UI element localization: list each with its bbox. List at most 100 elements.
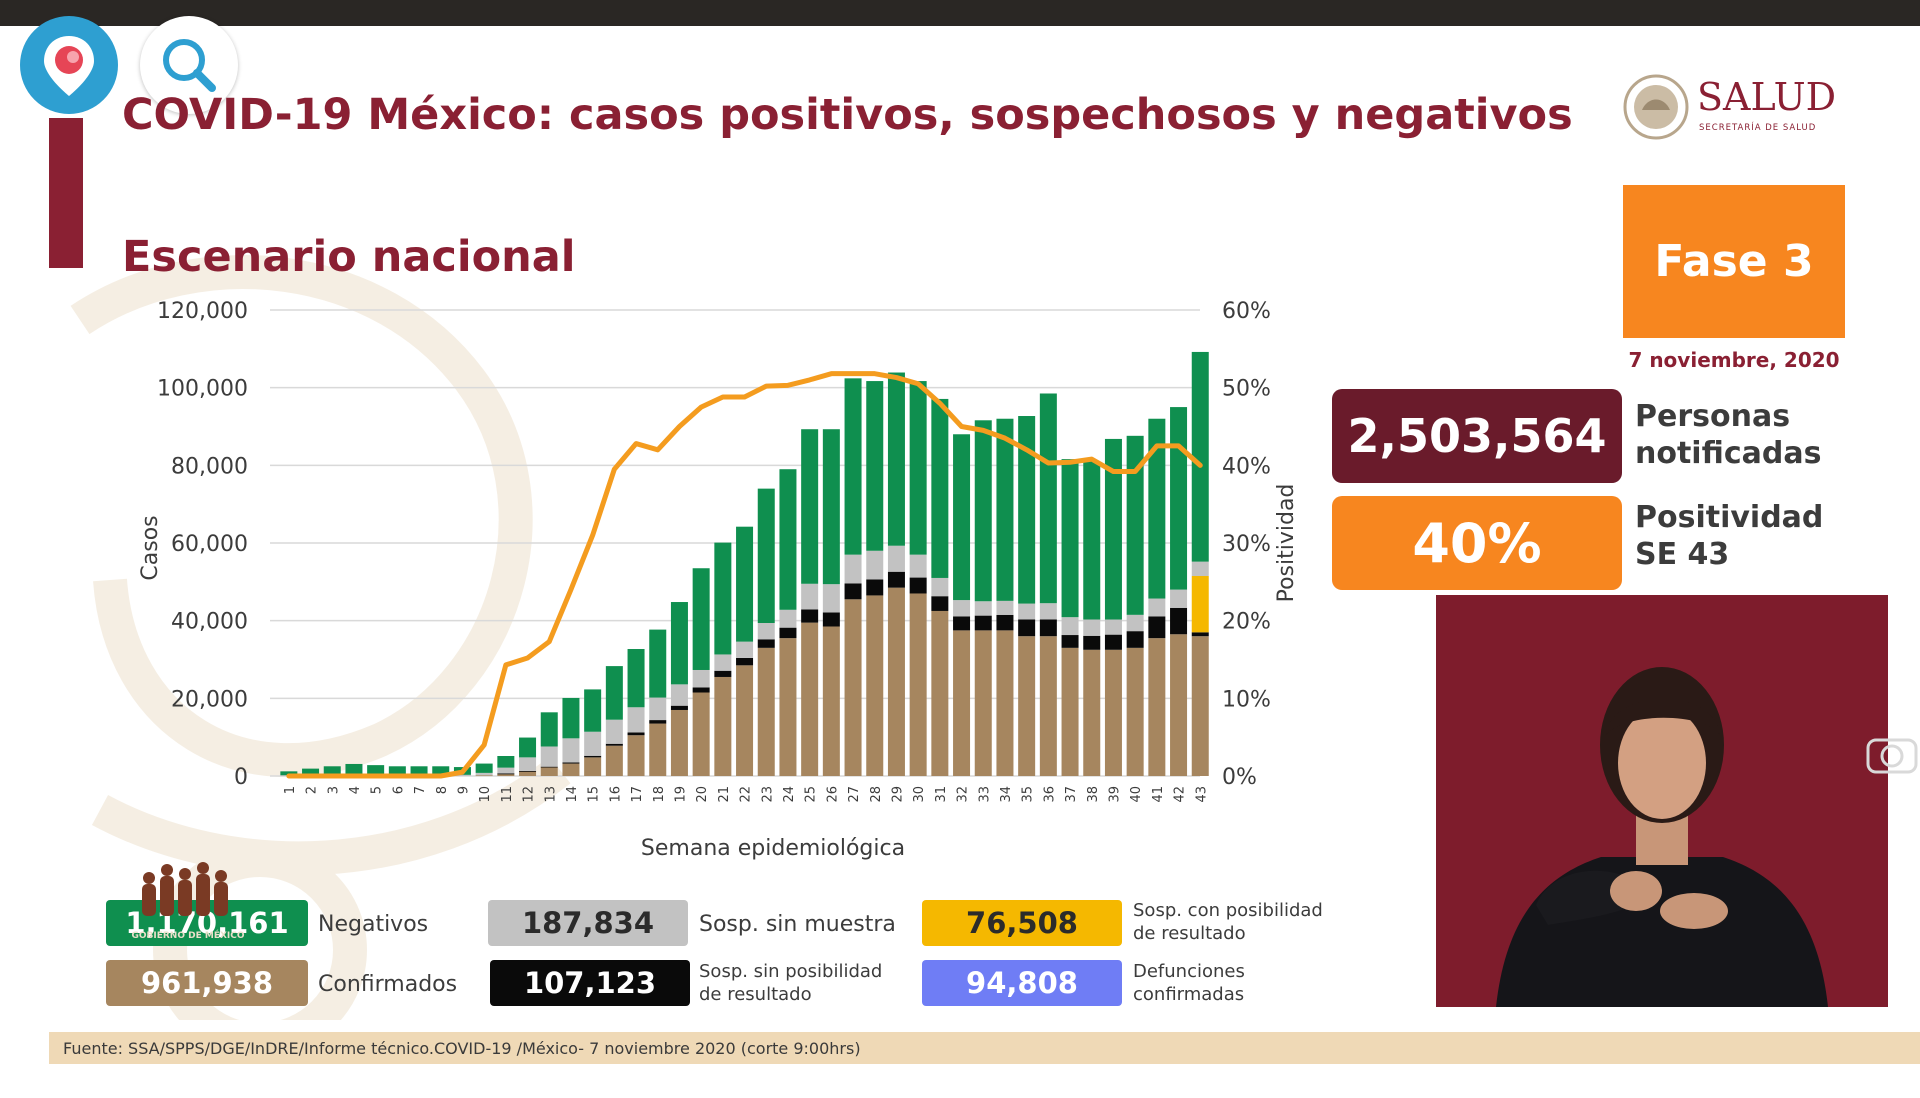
x-tick-label: 5 xyxy=(370,786,385,794)
sosp-sin-posibilidad-value: 107,123 xyxy=(490,960,690,1006)
bar-segment xyxy=(562,738,580,763)
bar-segment xyxy=(887,545,905,572)
x-tick-label: 16 xyxy=(608,786,623,803)
y2-tick-label: 40% xyxy=(1222,454,1271,479)
x-tick-label: 6 xyxy=(391,786,406,794)
bar-segment xyxy=(974,601,992,616)
page-title: COVID-19 México: casos positivos, sospec… xyxy=(122,90,1573,140)
bar-segment xyxy=(866,579,884,596)
negativos-label: Negativos xyxy=(318,912,429,937)
bar-segment xyxy=(519,757,537,771)
bar-segment xyxy=(562,697,580,739)
bar-segment xyxy=(692,692,710,776)
x-tick-label: 8 xyxy=(435,786,450,794)
bar-segment xyxy=(866,381,884,551)
x-tick-label: 10 xyxy=(478,786,493,803)
y-tick-label: 40,000 xyxy=(171,610,248,635)
x-axis-ticks: 1 2 3 4 5 6 7 8 9 10 11 12 13 14 15 16 17 18 19 20 21 22 23 24 2… xyxy=(283,786,1209,803)
bar-segment xyxy=(627,735,645,776)
sosp-con-posibilidad-label-line2: de resultado xyxy=(1133,923,1246,944)
bar-segment xyxy=(649,723,667,776)
x-tick-label: 30 xyxy=(912,786,927,803)
y2-axis-label: Positividad xyxy=(1274,484,1299,603)
x-tick-label: 23 xyxy=(760,786,775,803)
x-tick-label: 21 xyxy=(717,786,732,803)
bar-segment xyxy=(584,731,602,756)
bar-segment xyxy=(584,755,602,758)
bar-segment xyxy=(1126,435,1144,615)
bar-segment xyxy=(540,767,558,776)
bar-segment xyxy=(1083,649,1101,776)
bar-segment xyxy=(1083,635,1101,650)
bar-segment xyxy=(996,600,1014,615)
camera-icon[interactable] xyxy=(1862,728,1920,778)
bar-segment xyxy=(1083,461,1101,620)
location-pin-icon xyxy=(44,36,94,96)
bar-segment xyxy=(909,577,927,594)
search-button[interactable] xyxy=(140,16,238,114)
source-text: Fuente: SSA/SPPS/DGE/InDRE/Informe técni… xyxy=(63,1039,861,1058)
sosp-con-posibilidad-label-line1: Sosp. con posibilidad xyxy=(1133,900,1323,921)
bar-segment xyxy=(475,763,493,773)
sosp-sin-posibilidad-label-line1: Sosp. sin posibilidad xyxy=(699,961,883,982)
positividad-line xyxy=(286,371,1203,779)
bar-segment xyxy=(670,602,688,685)
background-watermark xyxy=(70,255,571,1020)
x-tick-label: 35 xyxy=(1021,786,1036,803)
y2-tick-label: 20% xyxy=(1222,610,1271,635)
defunciones-value: 94,808 xyxy=(922,960,1122,1006)
defunciones-label-line2: confirmadas xyxy=(1133,984,1245,1005)
bar-segment xyxy=(1061,635,1079,648)
bar-segment xyxy=(475,775,493,777)
bar-segment xyxy=(1191,351,1209,562)
salud-logo-secretaria: SECRETARÍA DE SALUD xyxy=(1699,121,1816,133)
y2-tick-label: 50% xyxy=(1222,377,1271,402)
bar-segment xyxy=(974,630,992,776)
bar-segment xyxy=(974,615,992,631)
bar-segment xyxy=(670,705,688,710)
bar-segment xyxy=(388,766,406,776)
bar-segment xyxy=(736,665,754,776)
bar-segment xyxy=(280,771,298,776)
bar-segment xyxy=(757,488,775,623)
source-footer: Fuente: SSA/SPPS/DGE/InDRE/Informe técni… xyxy=(49,1032,1920,1064)
x-tick-label: 2 xyxy=(305,786,320,794)
bar-segment xyxy=(757,639,775,648)
positividad-series-line xyxy=(286,371,1203,779)
x-tick-label: 13 xyxy=(543,786,558,803)
x-tick-label: 24 xyxy=(782,786,797,803)
bar-segment xyxy=(714,654,732,671)
personas-label-line2: notificadas xyxy=(1635,436,1822,471)
bar-segment xyxy=(909,593,927,776)
bar-segment xyxy=(1018,603,1036,620)
bar-segment xyxy=(1104,649,1122,776)
bar-segment xyxy=(931,610,949,776)
personas-notificadas-value: 2,503,564 xyxy=(1332,389,1622,483)
bar-segment xyxy=(497,767,515,774)
sosp-con-posibilidad-label: Sosp. con posibilidad de resultado xyxy=(1133,899,1323,945)
bar-segment xyxy=(887,587,905,776)
bar-segment xyxy=(801,583,819,610)
bar-segment xyxy=(822,429,840,585)
bar-segment xyxy=(801,429,819,584)
bar-segment xyxy=(757,647,775,776)
search-icon xyxy=(163,39,216,92)
bar-segment xyxy=(1039,619,1057,637)
y2-tick-label: 0% xyxy=(1222,765,1257,790)
x-tick-label: 17 xyxy=(630,786,645,803)
bar-segment xyxy=(1191,636,1209,776)
bar-segment xyxy=(953,616,971,631)
periscope-button[interactable] xyxy=(20,16,118,114)
sign-language-interpreter-video xyxy=(1436,595,1888,1007)
y-tick-label: 120,000 xyxy=(157,299,248,324)
bar-segment xyxy=(584,757,602,776)
bar-segment xyxy=(562,762,580,764)
bar-segment xyxy=(453,774,471,776)
bar-segment xyxy=(692,568,710,670)
y2-tick-label: 60% xyxy=(1222,299,1271,324)
sosp-sin-muestra-label: Sosp. sin muestra xyxy=(699,912,896,937)
bar-segment xyxy=(649,697,667,721)
bar-segment xyxy=(974,420,992,602)
bar-segment xyxy=(1170,407,1188,590)
bar-segment xyxy=(540,746,558,767)
